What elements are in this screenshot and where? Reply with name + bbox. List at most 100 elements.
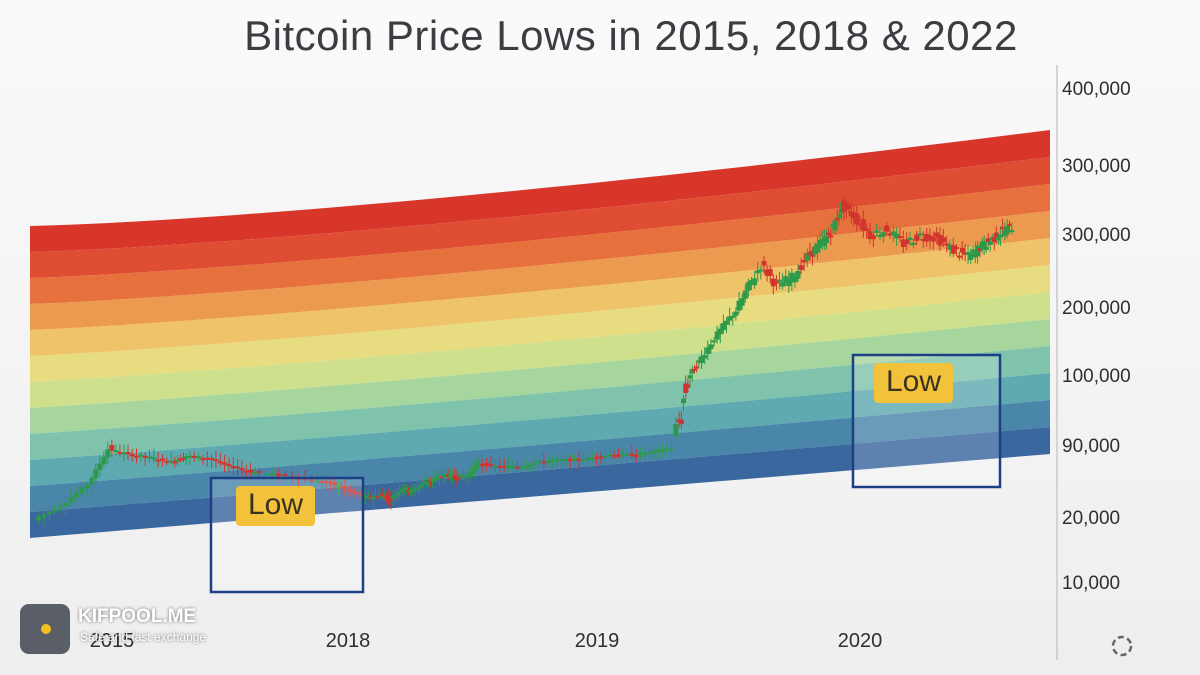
candle-body	[927, 235, 933, 241]
candle-body	[375, 495, 381, 498]
candle-body	[209, 457, 215, 460]
candle-body	[351, 491, 357, 494]
candle-body	[770, 278, 776, 287]
candle-body	[786, 278, 792, 287]
candle-body	[664, 448, 670, 451]
candle-body	[410, 489, 416, 492]
candle-body	[550, 460, 556, 463]
candle-body	[683, 383, 689, 393]
candle-body	[386, 497, 392, 500]
candle-body	[222, 462, 228, 465]
candle-body	[826, 232, 832, 235]
candle-body	[742, 290, 748, 299]
candle-body	[655, 449, 661, 452]
candle-body	[57, 506, 63, 509]
candle-body	[113, 450, 119, 453]
candle-body	[602, 455, 608, 458]
candle-body	[379, 494, 385, 497]
brand-dot-icon	[41, 624, 51, 634]
candle-body	[867, 231, 873, 240]
candle-body	[180, 457, 186, 460]
candle-body	[365, 496, 371, 499]
candle-body	[168, 460, 174, 463]
candle-body	[730, 315, 736, 318]
candle-body	[419, 483, 425, 487]
candle-body	[501, 465, 507, 468]
candle-body	[959, 247, 965, 253]
candle-body	[714, 331, 720, 340]
candle-body	[846, 205, 852, 210]
candle-body	[358, 493, 364, 496]
candle-body	[79, 487, 85, 494]
refresh-icon[interactable]	[1108, 632, 1136, 660]
candle-body	[178, 458, 184, 461]
candle-body	[252, 472, 258, 475]
candle-body	[497, 465, 503, 468]
candle-body	[860, 219, 866, 231]
candle-body	[572, 458, 578, 461]
candle-body	[956, 255, 962, 258]
candle-body	[384, 496, 389, 499]
candle-body	[187, 455, 193, 458]
candle-body	[991, 236, 997, 242]
candle-body	[196, 456, 202, 459]
rainbow-band	[30, 292, 1050, 408]
candle-body	[269, 473, 275, 476]
candle-body	[977, 248, 983, 252]
rainbow-band	[30, 346, 1050, 460]
rainbow-bands	[30, 130, 1050, 538]
rainbow-band	[30, 400, 1050, 512]
candle-body	[598, 456, 604, 459]
rainbow-band	[30, 184, 1050, 304]
candle-body	[870, 235, 876, 240]
candle-body	[907, 237, 913, 241]
candle-body	[985, 238, 991, 243]
candle-body	[795, 270, 801, 279]
candle-body	[711, 340, 717, 343]
candle-body	[884, 225, 890, 232]
candle-body	[733, 311, 739, 316]
candle-body	[514, 466, 520, 469]
candle-body	[965, 252, 971, 255]
x-tick-label: 2020	[837, 630, 883, 652]
candle-body	[414, 487, 420, 490]
y-tick-label: 200,000	[1062, 298, 1131, 319]
candle-body	[767, 268, 773, 276]
candle-body	[585, 457, 591, 461]
candle-body	[851, 212, 857, 219]
candle-body	[567, 458, 573, 462]
candle-body	[950, 245, 956, 254]
candle-body	[894, 233, 900, 239]
candle-body	[541, 461, 547, 464]
candle-body	[777, 279, 783, 282]
candle-body	[327, 481, 333, 484]
rainbow-band	[30, 373, 1050, 486]
candle-body	[164, 460, 170, 463]
candle-body	[660, 450, 666, 453]
candle-body	[256, 470, 262, 473]
candle-body	[708, 344, 714, 350]
candle-body	[397, 491, 403, 494]
rainbow-band	[30, 130, 1050, 252]
candle-body	[638, 452, 644, 455]
candle-body	[594, 457, 600, 460]
candle-body	[226, 464, 232, 467]
candle-body	[699, 356, 705, 364]
candle-body	[243, 470, 249, 473]
candle-body	[476, 464, 482, 467]
candle-body	[685, 384, 691, 388]
candle-body	[620, 453, 626, 456]
candle-body	[874, 230, 880, 233]
candle-body	[528, 464, 534, 467]
candle-body	[642, 453, 648, 456]
y-tick-label: 10,000	[1062, 573, 1121, 594]
candle-body	[993, 232, 999, 240]
candle-body	[183, 456, 189, 459]
candle-body	[52, 509, 58, 512]
candle-body	[687, 375, 693, 379]
candle-body	[836, 214, 842, 219]
candlestick-series	[36, 194, 1015, 526]
candle-body	[465, 475, 471, 478]
candle-body	[736, 300, 742, 311]
candle-body	[678, 419, 684, 424]
